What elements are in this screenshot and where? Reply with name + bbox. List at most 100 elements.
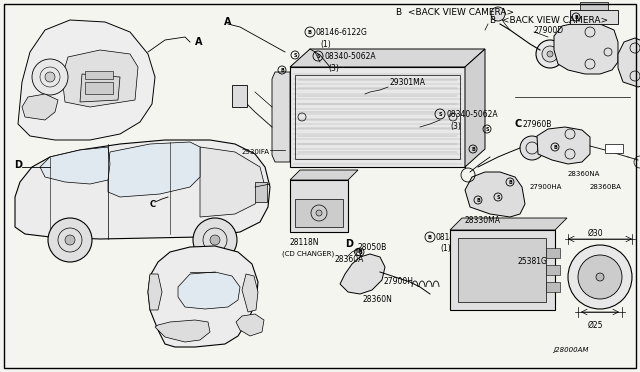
- Polygon shape: [155, 320, 210, 342]
- Text: C: C: [150, 199, 156, 208]
- Bar: [546, 265, 560, 275]
- Bar: [546, 282, 560, 292]
- Bar: [458, 238, 546, 302]
- Bar: [290, 180, 348, 232]
- Text: B: B: [471, 147, 475, 151]
- Polygon shape: [236, 314, 264, 336]
- Circle shape: [520, 136, 544, 160]
- Text: 08146-6122G: 08146-6122G: [436, 232, 488, 241]
- Text: D: D: [14, 160, 22, 170]
- Text: B: B: [358, 250, 362, 254]
- Circle shape: [32, 59, 68, 95]
- Circle shape: [547, 51, 553, 57]
- Text: B: B: [476, 198, 480, 202]
- Circle shape: [316, 210, 322, 216]
- Polygon shape: [290, 170, 358, 180]
- Text: S: S: [485, 126, 489, 131]
- Polygon shape: [272, 72, 290, 162]
- Bar: [546, 248, 560, 258]
- Text: S: S: [438, 112, 442, 116]
- Circle shape: [542, 46, 558, 62]
- Text: B: B: [308, 29, 312, 35]
- Polygon shape: [40, 147, 110, 184]
- Text: 27960B: 27960B: [523, 119, 552, 128]
- Bar: [85, 82, 113, 94]
- Circle shape: [596, 273, 604, 281]
- Text: 28118N: 28118N: [290, 237, 319, 247]
- Circle shape: [491, 7, 505, 21]
- Text: A: A: [224, 17, 232, 27]
- Circle shape: [568, 245, 632, 309]
- Text: D: D: [345, 239, 353, 249]
- Polygon shape: [18, 20, 155, 140]
- Circle shape: [65, 235, 75, 245]
- Bar: [450, 230, 555, 310]
- Bar: [580, 2, 608, 10]
- Text: 27900D: 27900D: [534, 26, 564, 35]
- Text: B: B: [574, 15, 578, 19]
- Text: B: B: [508, 180, 512, 185]
- Circle shape: [210, 235, 220, 245]
- Text: (3): (3): [328, 64, 339, 73]
- Text: B: B: [280, 67, 284, 73]
- Bar: [605, 144, 623, 153]
- Polygon shape: [537, 127, 590, 164]
- Bar: [295, 75, 460, 159]
- Polygon shape: [340, 254, 385, 294]
- Polygon shape: [108, 142, 200, 197]
- Text: B: B: [178, 265, 186, 275]
- Polygon shape: [242, 274, 258, 312]
- Text: A: A: [195, 37, 202, 47]
- Text: (1): (1): [320, 39, 331, 48]
- Text: Ø30: Ø30: [588, 228, 604, 237]
- Text: 2930IF: 2930IF: [505, 219, 531, 228]
- Polygon shape: [22, 94, 58, 120]
- Text: 08146-6122G: 08146-6122G: [316, 28, 368, 36]
- Text: 28360NA: 28360NA: [568, 171, 600, 177]
- Text: S: S: [293, 52, 297, 58]
- Polygon shape: [450, 218, 567, 230]
- Text: 27900HA: 27900HA: [530, 184, 563, 190]
- Text: (1): (1): [440, 244, 451, 253]
- Text: (CD CHANGER): (CD CHANGER): [282, 251, 334, 257]
- Text: 28442: 28442: [622, 58, 640, 67]
- Text: 28360A: 28360A: [335, 256, 364, 264]
- Bar: [570, 10, 618, 24]
- Text: Ø25: Ø25: [588, 321, 604, 330]
- Bar: [255, 182, 267, 202]
- Text: 28360N: 28360N: [363, 295, 393, 305]
- Text: S: S: [316, 54, 320, 58]
- Text: 28330MA: 28330MA: [465, 215, 501, 224]
- Circle shape: [536, 40, 564, 68]
- Polygon shape: [465, 172, 525, 217]
- Polygon shape: [148, 274, 162, 310]
- Text: 08340-5062A: 08340-5062A: [447, 109, 499, 119]
- Text: 25381G: 25381G: [518, 257, 548, 266]
- Text: 2930IFA: 2930IFA: [242, 149, 270, 155]
- Polygon shape: [290, 49, 485, 67]
- Polygon shape: [200, 147, 265, 217]
- Polygon shape: [178, 272, 240, 309]
- Text: 28360BA: 28360BA: [590, 184, 622, 190]
- Text: 28050B: 28050B: [358, 243, 387, 251]
- Text: B  <BACK VIEW CAMERA>: B <BACK VIEW CAMERA>: [490, 16, 608, 25]
- Text: S: S: [496, 195, 500, 199]
- Circle shape: [578, 255, 622, 299]
- Text: B: B: [553, 144, 557, 150]
- Polygon shape: [465, 49, 485, 167]
- Text: B: B: [428, 234, 432, 240]
- Polygon shape: [62, 50, 138, 107]
- Polygon shape: [148, 246, 258, 347]
- Bar: [295, 199, 343, 227]
- Text: B  <BACK VIEW CAMERA>: B <BACK VIEW CAMERA>: [396, 7, 514, 16]
- Circle shape: [45, 72, 55, 82]
- Text: (3): (3): [450, 122, 461, 131]
- Bar: [290, 67, 465, 167]
- Bar: [232, 85, 247, 107]
- Polygon shape: [15, 140, 270, 239]
- Text: 08340-5062A: 08340-5062A: [325, 51, 376, 61]
- Polygon shape: [554, 22, 618, 74]
- Text: J28000AM: J28000AM: [553, 347, 588, 353]
- Text: 27900H: 27900H: [384, 278, 414, 286]
- Polygon shape: [618, 38, 640, 87]
